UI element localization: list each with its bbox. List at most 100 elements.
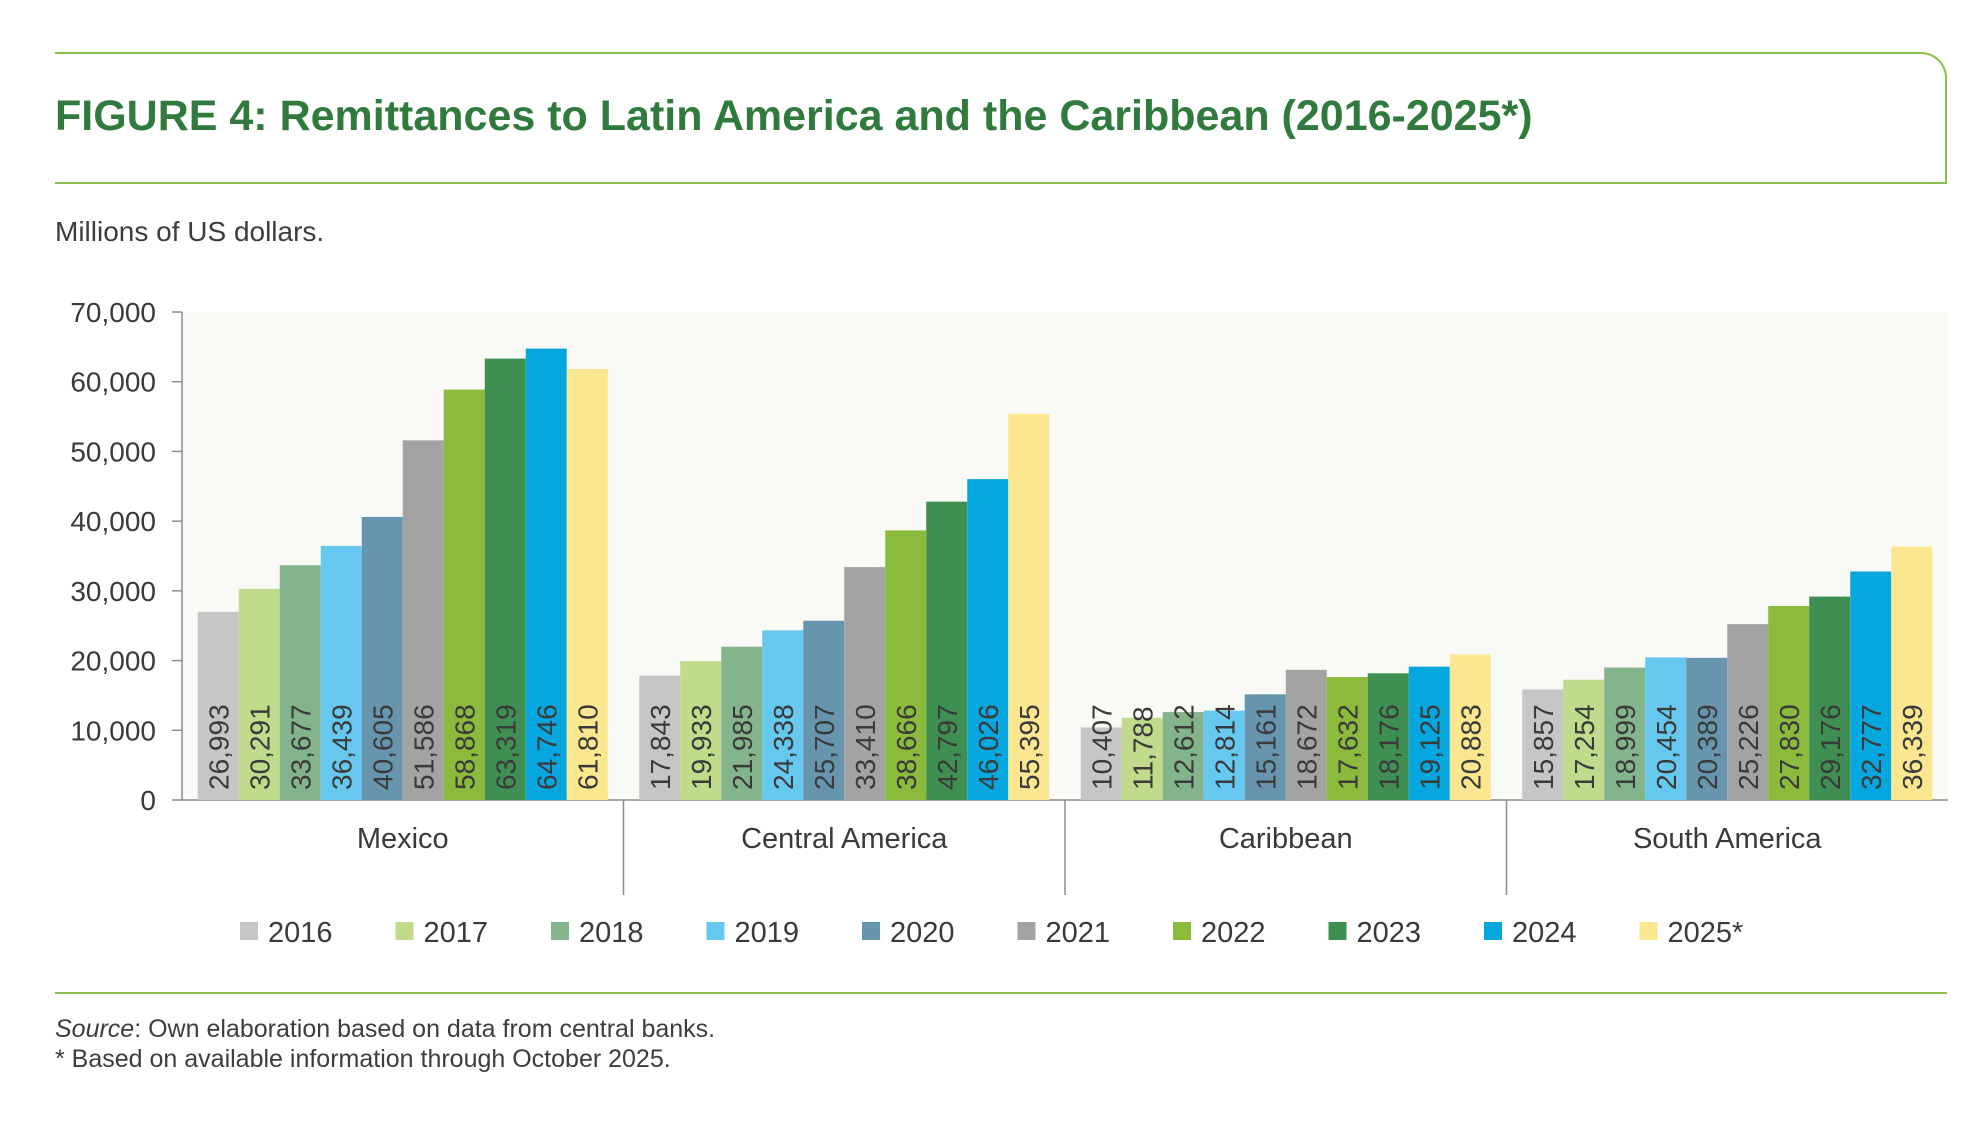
bar <box>639 675 681 800</box>
bar <box>525 348 567 800</box>
data-label: 15,161 <box>1250 704 1281 790</box>
data-label: 33,677 <box>285 704 316 790</box>
legend-swatch <box>1328 922 1347 940</box>
legend-swatch <box>395 922 414 940</box>
data-label: 10,407 <box>1086 704 1117 790</box>
y-tick-label: 60,000 <box>70 367 156 398</box>
bar <box>885 530 927 800</box>
data-label: 24,338 <box>768 704 799 790</box>
legend-label: 2017 <box>424 917 489 949</box>
legend-label: 2024 <box>1512 917 1577 949</box>
data-label: 17,254 <box>1569 704 1600 790</box>
y-tick-label: 50,000 <box>70 436 156 467</box>
legend-swatch <box>1639 922 1658 940</box>
bar <box>566 369 608 800</box>
footer-divider <box>55 992 1947 994</box>
bar <box>926 501 968 800</box>
data-label: 20,389 <box>1692 704 1723 790</box>
data-label: 11,788 <box>1127 706 1158 790</box>
legend-swatch <box>1017 922 1036 940</box>
bar <box>1645 657 1687 800</box>
bar <box>1162 712 1204 800</box>
data-label: 36,339 <box>1897 704 1928 790</box>
bar <box>803 620 845 800</box>
data-label: 42,797 <box>932 704 963 790</box>
legend-swatch <box>862 922 880 940</box>
bar <box>1768 605 1810 800</box>
data-label: 17,843 <box>645 704 676 790</box>
bar <box>1326 677 1368 800</box>
bar <box>279 565 321 800</box>
bar <box>361 516 403 800</box>
bar <box>197 611 239 800</box>
bar <box>1449 654 1491 800</box>
category-label: Caribbean <box>1219 823 1353 855</box>
legend-label: 2016 <box>268 917 333 949</box>
data-label: 38,666 <box>891 704 922 790</box>
data-label: 63,319 <box>490 704 521 790</box>
legend-swatch <box>706 922 725 940</box>
y-tick-label: 70,000 <box>70 297 156 328</box>
y-tick-label: 10,000 <box>70 715 156 746</box>
category-label: Central America <box>741 823 948 855</box>
title-frame <box>55 52 1947 184</box>
bar <box>1080 727 1122 800</box>
legend-swatch <box>1173 922 1191 940</box>
legend-label: 2023 <box>1357 917 1422 949</box>
bar <box>402 440 444 800</box>
legend-label: 2019 <box>735 917 800 949</box>
data-label: 36,439 <box>326 704 357 790</box>
data-label: 27,830 <box>1774 704 1805 790</box>
bar <box>238 588 280 800</box>
data-label: 18,176 <box>1373 704 1404 790</box>
bar <box>443 389 485 800</box>
data-label: 51,586 <box>408 704 439 790</box>
figure-title: FIGURE 4: Remittances to Latin America a… <box>55 92 1533 140</box>
legend-label: 2020 <box>890 917 955 949</box>
legend-swatch <box>551 922 569 940</box>
data-label: 46,026 <box>973 704 1004 790</box>
bar <box>967 479 1009 800</box>
y-tick-label: 40,000 <box>70 506 156 537</box>
data-label: 40,605 <box>367 704 398 790</box>
bar <box>1809 596 1851 800</box>
legend-label: 2021 <box>1046 917 1111 949</box>
data-label: 15,857 <box>1528 704 1559 790</box>
bar <box>680 661 722 800</box>
data-label: 19,933 <box>686 704 717 790</box>
data-label: 25,707 <box>809 704 840 790</box>
legend-label: 2025* <box>1668 917 1744 949</box>
data-label: 58,868 <box>449 704 480 790</box>
bar <box>1121 717 1163 800</box>
bar <box>1727 624 1769 800</box>
data-label: 30,291 <box>244 704 275 790</box>
legend-swatch <box>240 922 258 940</box>
bar <box>844 567 886 800</box>
bar <box>1367 673 1409 800</box>
source-line: Source: Own elaboration based on data fr… <box>55 1014 715 1044</box>
bar <box>1008 413 1050 800</box>
data-label: 20,454 <box>1651 704 1682 790</box>
y-tick-label: 0 <box>140 785 156 816</box>
data-label: 26,993 <box>203 704 234 790</box>
footnote: * Based on available information through… <box>55 1045 671 1073</box>
bar <box>1604 667 1646 800</box>
bar <box>1408 666 1450 800</box>
legend-swatch <box>1484 922 1502 940</box>
legend-label: 2018 <box>579 917 644 949</box>
bar <box>1203 710 1245 800</box>
bar <box>1686 657 1728 800</box>
unit-label: Millions of US dollars. <box>55 216 325 247</box>
data-label: 12,612 <box>1168 704 1199 790</box>
source-note: Source: Own elaboration based on data fr… <box>55 1014 715 1074</box>
data-label: 25,226 <box>1733 704 1764 790</box>
source-label: Source <box>55 1015 135 1043</box>
data-label: 55,395 <box>1014 704 1045 790</box>
category-label: Mexico <box>357 823 449 855</box>
data-label: 19,125 <box>1414 704 1445 790</box>
y-tick-label: 20,000 <box>70 646 156 677</box>
data-label: 12,814 <box>1209 704 1240 790</box>
bar <box>320 545 362 800</box>
bar <box>1285 669 1327 800</box>
data-label: 33,410 <box>850 704 881 790</box>
